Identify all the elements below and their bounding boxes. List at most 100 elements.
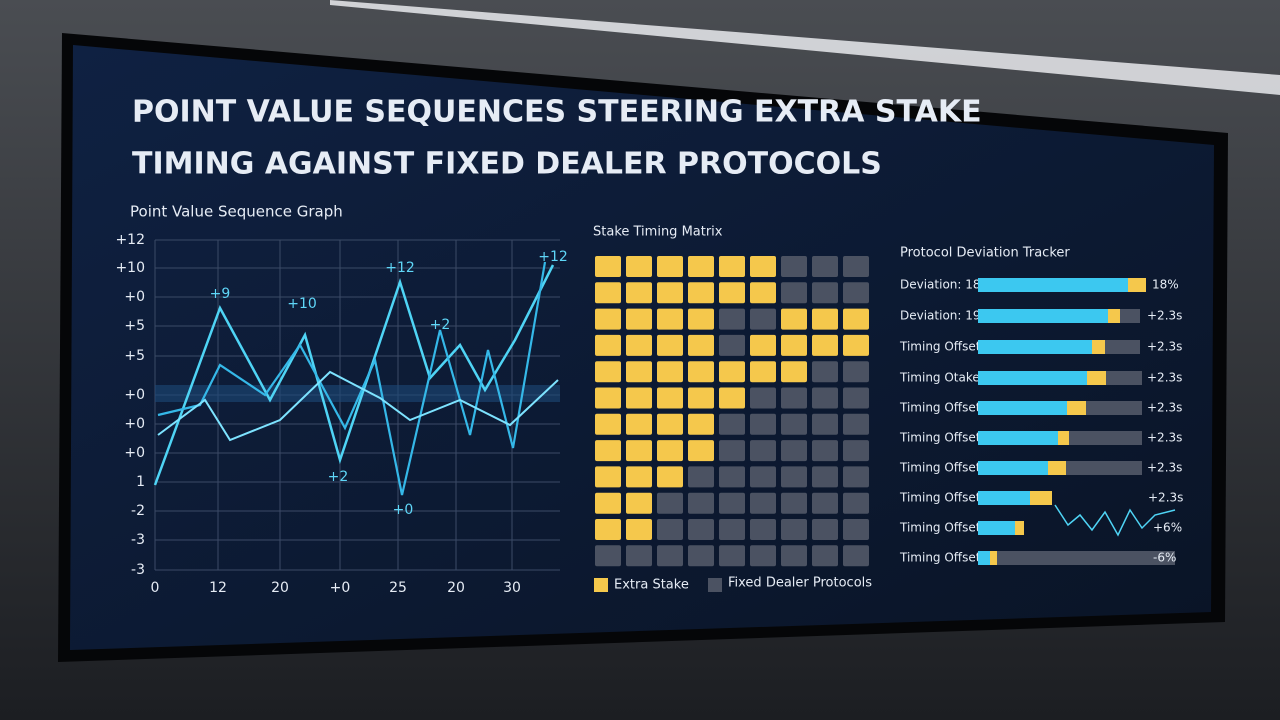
matrix-cell bbox=[812, 413, 838, 435]
matrix-cell bbox=[688, 256, 714, 277]
bar-accent bbox=[1067, 401, 1086, 415]
matrix-cell bbox=[781, 282, 807, 304]
matrix-cell bbox=[719, 545, 745, 567]
x-label: 20 bbox=[271, 580, 289, 596]
y-label: +10 bbox=[115, 260, 145, 276]
matrix-cell bbox=[750, 308, 776, 330]
light-strip bbox=[330, 0, 1280, 95]
annotation: +12 bbox=[385, 260, 415, 276]
bar-accent bbox=[1048, 461, 1066, 475]
matrix-cell bbox=[750, 413, 776, 435]
row-value: +2.3s bbox=[1147, 461, 1182, 475]
matrix-cell bbox=[781, 308, 807, 330]
x-label: 12 bbox=[209, 580, 227, 596]
matrix-cell bbox=[626, 492, 652, 514]
sequence-line bbox=[157, 261, 547, 496]
row-label: Timing Offset: bbox=[899, 461, 984, 475]
matrix-cell bbox=[843, 466, 869, 488]
matrix-cell bbox=[688, 413, 714, 435]
matrix-cell bbox=[626, 440, 652, 462]
matrix-cell bbox=[843, 519, 869, 540]
matrix-cell bbox=[657, 334, 683, 356]
matrix-cell bbox=[812, 466, 838, 488]
matrix-cell bbox=[595, 256, 621, 277]
row-label: Timing Offset: bbox=[899, 340, 984, 354]
bar-fill bbox=[978, 371, 1087, 385]
matrix-cell bbox=[781, 413, 807, 435]
matrix-cell bbox=[750, 334, 776, 356]
row-value: +2.3s bbox=[1147, 371, 1182, 385]
matrix-cell bbox=[657, 361, 683, 383]
matrix-cell bbox=[781, 334, 807, 356]
row-label: Timing Offset: bbox=[899, 521, 984, 535]
row-value: 18% bbox=[1152, 278, 1179, 292]
legend-label: Extra Stake bbox=[614, 578, 689, 593]
matrix-cell bbox=[812, 361, 838, 383]
bar-accent bbox=[990, 551, 997, 565]
legend-label: Fixed Dealer Protocols bbox=[728, 576, 872, 591]
tracker-title: Protocol Deviation Tracker bbox=[900, 246, 1070, 261]
bar-accent bbox=[1092, 340, 1105, 354]
bar-track bbox=[978, 551, 1175, 565]
matrix-cell bbox=[719, 440, 745, 462]
matrix-cell bbox=[750, 519, 776, 540]
x-label: 30 bbox=[503, 580, 521, 596]
bar-accent bbox=[1015, 521, 1024, 535]
matrix-cell bbox=[626, 545, 652, 567]
y-label: +0 bbox=[124, 387, 145, 403]
y-label: +0 bbox=[124, 445, 145, 461]
annotation: +10 bbox=[287, 296, 317, 312]
bar-fill bbox=[978, 401, 1067, 415]
matrix-cell bbox=[688, 440, 714, 462]
matrix-cell bbox=[843, 282, 869, 304]
matrix-cell bbox=[843, 492, 869, 514]
y-label: 1 bbox=[136, 474, 145, 490]
matrix-cell bbox=[657, 519, 683, 540]
matrix-cell bbox=[812, 545, 838, 567]
bar-fill bbox=[978, 309, 1108, 323]
annotation: +0 bbox=[393, 502, 414, 518]
matrix-cell bbox=[812, 440, 838, 462]
title-line: POINT VALUE SEQUENCES STEERING EXTRA STA… bbox=[132, 95, 982, 130]
matrix-cell bbox=[595, 440, 621, 462]
annotation: +9 bbox=[210, 286, 231, 302]
bar-accent bbox=[1108, 309, 1120, 323]
matrix-cell bbox=[688, 308, 714, 330]
matrix-cell bbox=[812, 334, 838, 356]
row-value: +2.3s bbox=[1148, 491, 1183, 505]
matrix-cell bbox=[657, 282, 683, 304]
matrix-cell bbox=[812, 519, 838, 540]
matrix-cell bbox=[843, 545, 869, 567]
matrix-cell bbox=[688, 492, 714, 514]
graph-title: Point Value Sequence Graph bbox=[130, 203, 343, 221]
bar-fill bbox=[978, 340, 1092, 354]
matrix-cell bbox=[781, 387, 807, 409]
matrix-cell bbox=[781, 440, 807, 462]
row-label: Timing Offset: bbox=[899, 491, 984, 505]
row-label: Deviation: 18% bbox=[900, 278, 992, 292]
matrix-cell bbox=[626, 387, 652, 409]
matrix-cell bbox=[626, 334, 652, 356]
row-value: +2.3s bbox=[1147, 431, 1182, 445]
bar-fill bbox=[978, 461, 1048, 475]
matrix-cell bbox=[657, 545, 683, 567]
matrix-cell bbox=[750, 492, 776, 514]
matrix-cell bbox=[719, 413, 745, 435]
row-value: +6% bbox=[1153, 521, 1182, 535]
matrix-cell bbox=[688, 466, 714, 488]
matrix-cell bbox=[843, 361, 869, 383]
matrix-cell bbox=[595, 545, 621, 567]
matrix-cell bbox=[719, 282, 745, 304]
matrix-cell bbox=[595, 519, 621, 540]
bar-accent bbox=[1058, 431, 1069, 445]
row-label: Timing Offset: bbox=[899, 551, 984, 565]
matrix-cell bbox=[781, 466, 807, 488]
matrix-cell bbox=[781, 519, 807, 540]
y-label: +5 bbox=[124, 348, 145, 364]
title-line: TIMING AGAINST FIXED DEALER PROTOCOLS bbox=[132, 147, 882, 182]
row-value: -6% bbox=[1153, 551, 1176, 565]
bar-fill bbox=[978, 551, 990, 565]
matrix-cell bbox=[719, 519, 745, 540]
